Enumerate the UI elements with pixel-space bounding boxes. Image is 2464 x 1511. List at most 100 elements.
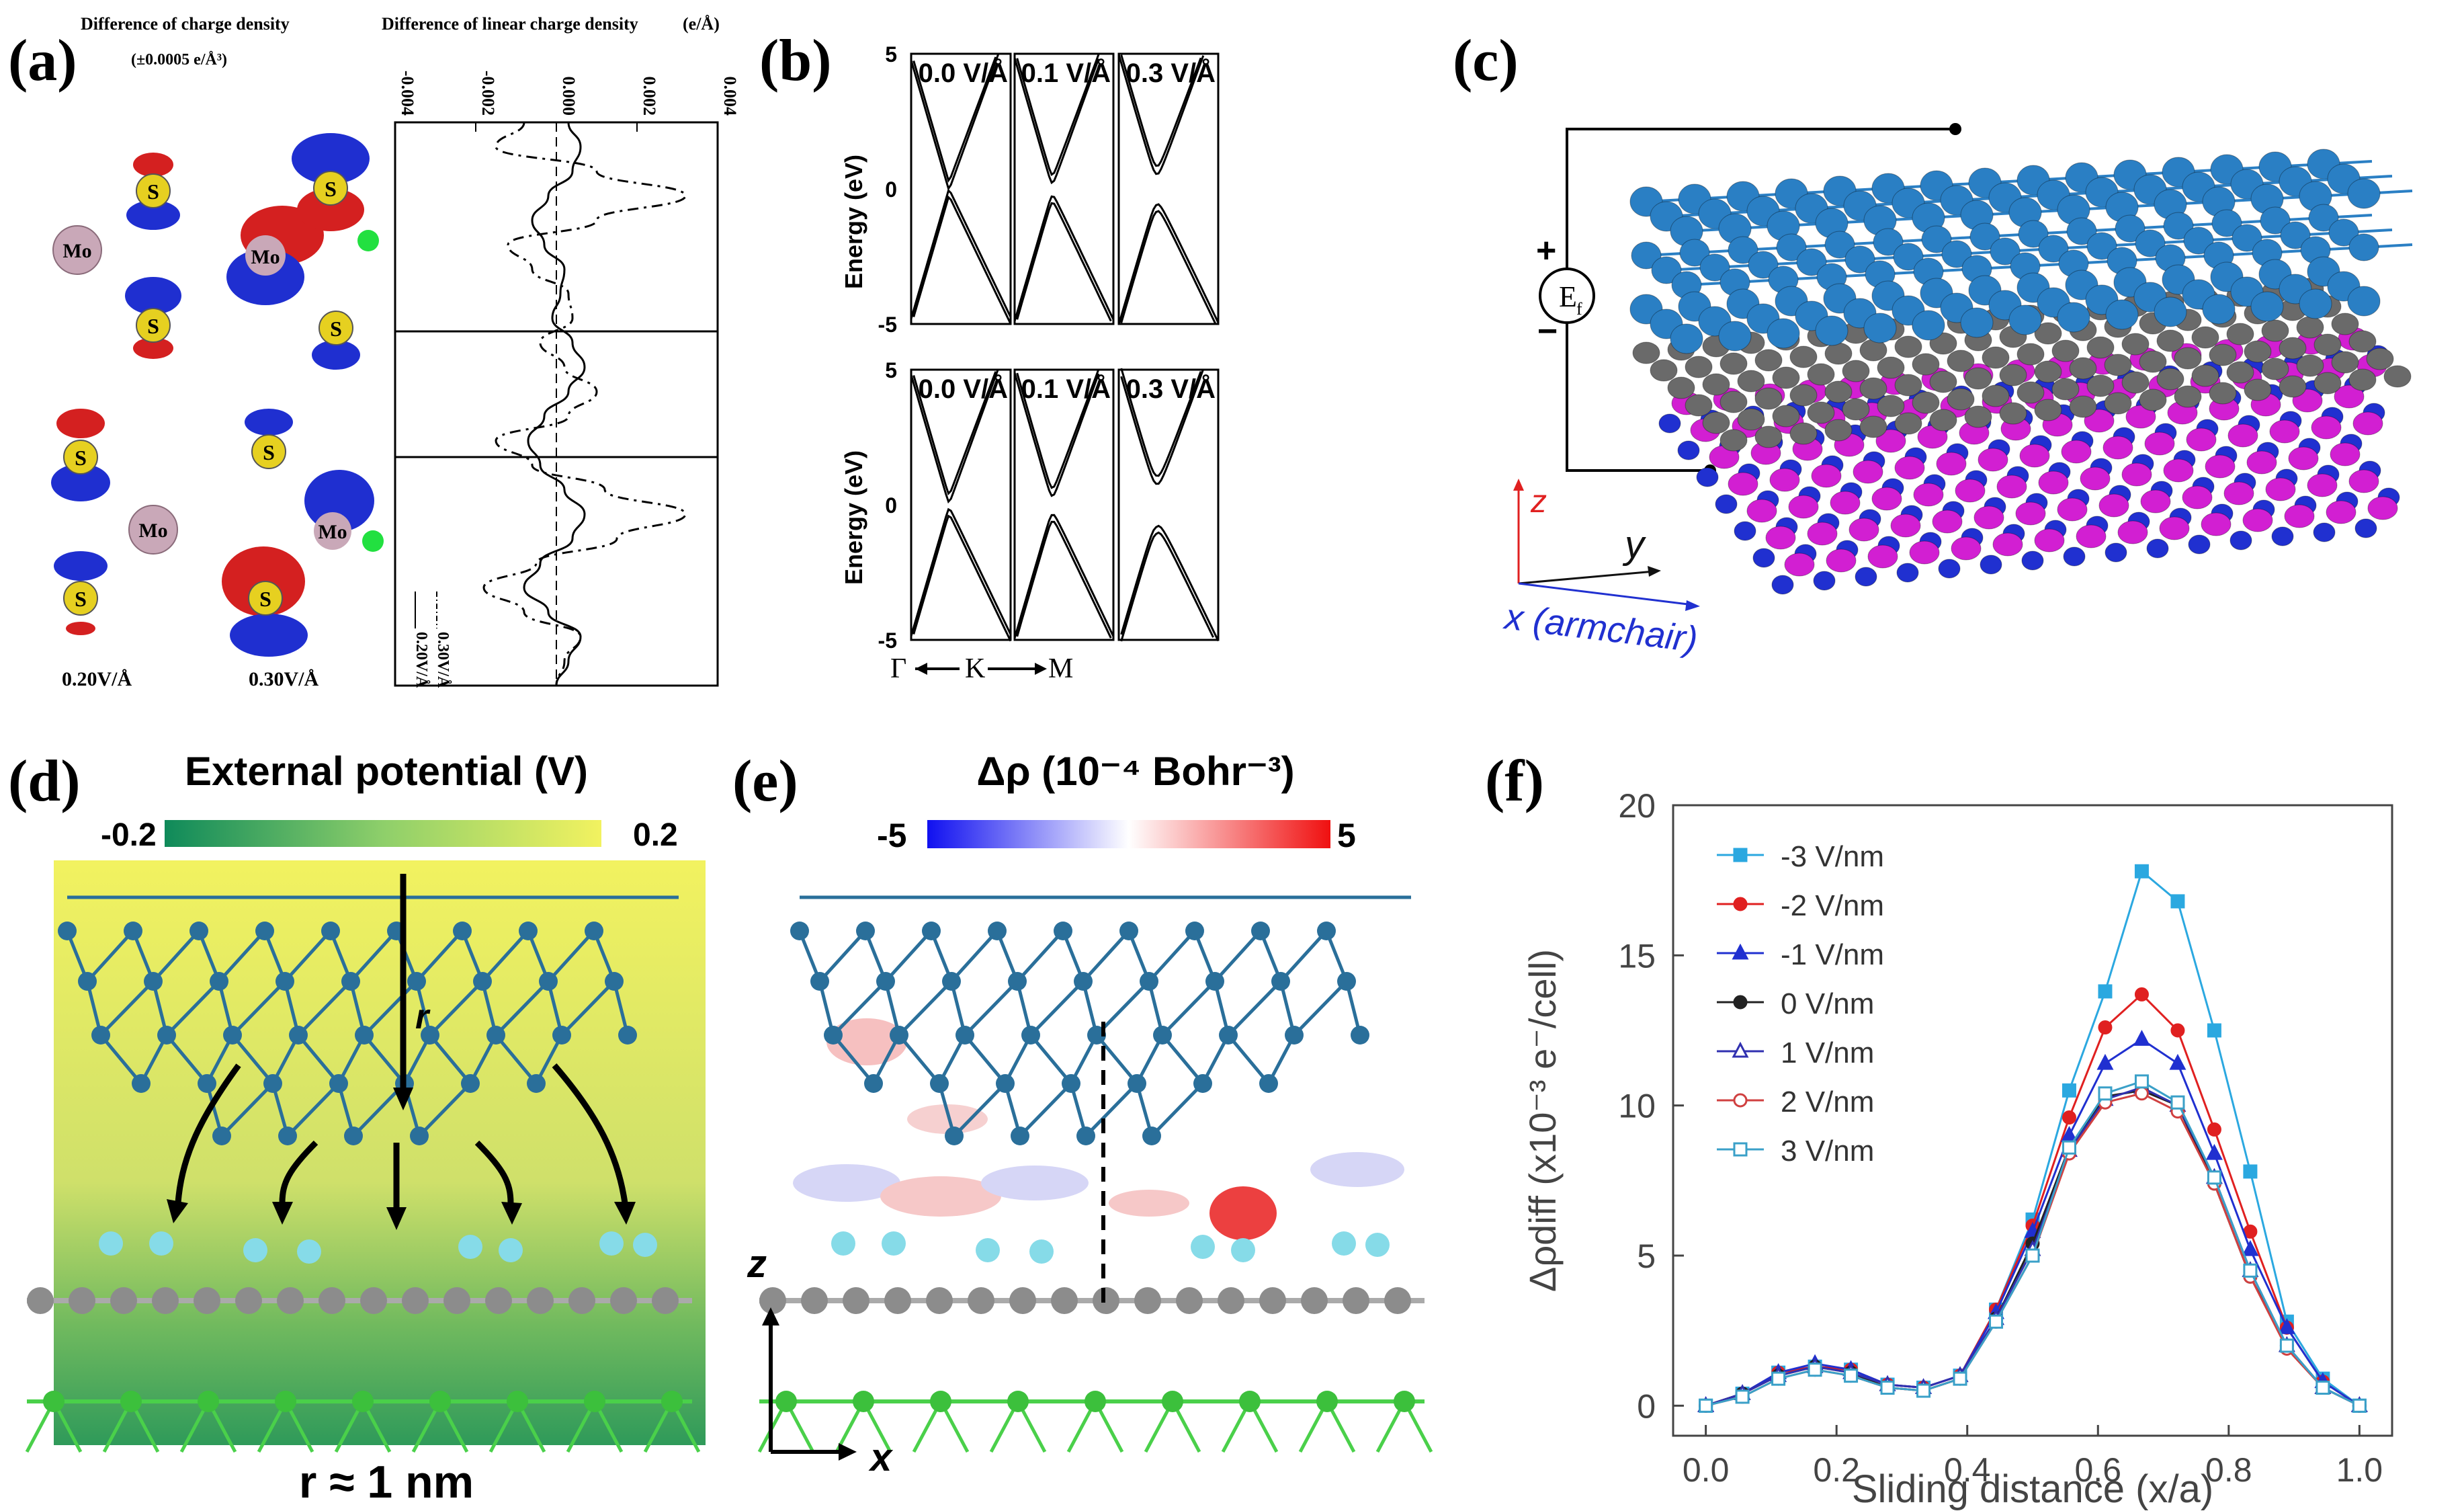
substrate-atom [1752, 548, 1775, 568]
graphene-atom [1982, 384, 2010, 407]
substrate-atom [1807, 522, 1838, 546]
graphene-atom [1824, 380, 1853, 403]
bond [481, 930, 529, 983]
substrate-atom [2105, 542, 2127, 563]
bond [1214, 930, 1262, 983]
bond [898, 980, 953, 1036]
top-layer-atom [2280, 221, 2311, 249]
substrate-atom [2061, 440, 2092, 464]
s-label: S [325, 177, 337, 201]
hydrogen-atom [599, 1231, 624, 1256]
substrate-atom [2354, 518, 2377, 538]
hydrogen-atom [976, 1238, 1000, 1262]
bond [218, 930, 266, 983]
panel-label-d: (d) [8, 749, 81, 814]
top-atom [212, 1127, 231, 1145]
x-tick-label: 0.6 [2075, 1451, 2122, 1489]
graphene-atom [1894, 374, 1922, 397]
substrate-atom [2146, 538, 2169, 559]
data-point [1771, 1371, 1786, 1386]
bond [832, 980, 887, 1036]
top-atom [605, 972, 624, 991]
graphene-atom [2191, 364, 2219, 387]
bond [964, 980, 1019, 1036]
data-point [2169, 1053, 2186, 1070]
bond [1019, 1082, 1072, 1137]
top-atom [1259, 1074, 1278, 1093]
top-layer-atom [1863, 313, 1897, 343]
graphene-atom [194, 1287, 220, 1314]
graphene-atom [2086, 336, 2115, 359]
top-atom [78, 972, 97, 991]
graphene-atom [2279, 375, 2307, 398]
top-layer-atom [2299, 288, 2332, 319]
substrate-atom [2163, 458, 2194, 483]
top-atom [1337, 972, 1356, 991]
substrate-atom [1853, 460, 1883, 484]
top-atom [341, 972, 360, 991]
bond [832, 1034, 875, 1085]
hydrogen-atom [243, 1238, 267, 1262]
top-atom [1205, 972, 1224, 991]
substrate-atom [1784, 553, 1815, 577]
s-label: S [75, 446, 87, 470]
graphene-atom [1009, 1287, 1036, 1314]
bond [964, 1034, 1007, 1085]
data-point [1808, 1362, 1822, 1377]
top-layer-atom [1893, 243, 1924, 271]
substrate-atom [2121, 462, 2152, 487]
bond [884, 930, 933, 983]
legend-0p20: 0.20V/Å [413, 632, 430, 688]
bond [297, 1034, 340, 1085]
legend-label: 0 V/nm [1781, 987, 1874, 1020]
x-tick-label: 0.004 [720, 77, 740, 116]
band-line [1120, 210, 1217, 325]
bond [86, 930, 134, 983]
data-point [2096, 1053, 2114, 1070]
graphene-atom [2313, 333, 2342, 356]
heterostructure-figure: E f + − z y x (armchair) [1501, 123, 2413, 660]
bond [286, 1082, 340, 1137]
top-atom [1219, 1026, 1238, 1045]
panel-label-b: (b) [759, 28, 832, 93]
graphene-atom [1772, 405, 1800, 427]
top-layer-atom [2066, 217, 2097, 245]
graphene-atom [1999, 364, 2027, 386]
panel-a: (a) Difference of charge density (±0.000… [0, 0, 759, 712]
f-xlabel: Sliding distance (x/a) [1852, 1467, 2213, 1511]
top-layer-atom [2347, 286, 2381, 317]
panel-e: (e) Δρ (10⁻⁴ Bohr⁻³) -5 5 [732, 739, 1465, 1511]
substrate-atom [2125, 405, 2156, 429]
substrate-atom [1734, 521, 1756, 541]
graphene-atom [884, 1287, 911, 1314]
top-atom [210, 972, 228, 991]
data-point [2205, 1143, 2223, 1160]
label-0p30: 0.30V/Å [249, 668, 319, 690]
mo-label: Mo [318, 521, 347, 543]
y-tick-label: 0 [885, 177, 897, 202]
graphene-atom [2016, 381, 2045, 404]
potential-figure: External potential (V) -0.2 0.2 r r ≈ 1 … [25, 749, 706, 1508]
band-line [1120, 524, 1220, 642]
x-tick-label: -0.004 [398, 71, 417, 116]
graphene-atom [2383, 365, 2412, 388]
substrate-atom [352, 1391, 374, 1412]
s-atom [63, 581, 98, 616]
substrate-atom [2159, 516, 2190, 540]
band-line [1013, 514, 1115, 639]
data-point [2279, 1338, 2294, 1353]
hydrogen-atom [1029, 1239, 1054, 1264]
data-point [2170, 1023, 2185, 1038]
substrate-atom [2265, 477, 2296, 501]
potential-map [54, 860, 706, 1445]
linear-density-series [523, 122, 586, 686]
graphene-atom [1737, 408, 1765, 431]
data-point [1732, 1041, 1749, 1058]
top-layer-atom [1969, 222, 2000, 251]
substrate-atom [853, 1391, 874, 1412]
bond [1150, 1082, 1204, 1137]
data-point [2243, 1164, 2258, 1179]
top-layer-atom [2018, 220, 2049, 248]
linear-density-ticks: -0.004 -0.002 0.000 0.002 0.004 [394, 71, 740, 132]
top-layer-atom [1844, 245, 1875, 274]
